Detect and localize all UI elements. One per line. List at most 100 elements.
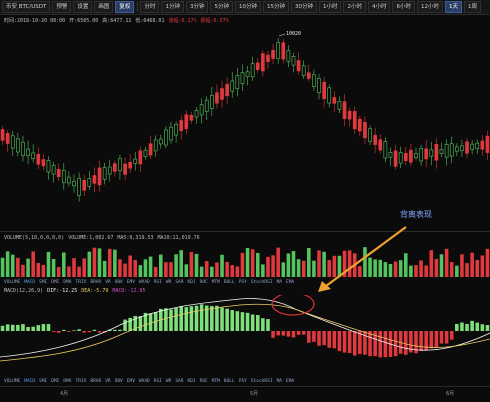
candle-body <box>245 71 250 77</box>
indicator-tab[interactable]: TRIX <box>75 279 87 285</box>
macd-bar <box>87 331 92 333</box>
indicator-tab[interactable]: DMA <box>63 378 72 384</box>
axis-divider <box>0 386 490 387</box>
candle-body <box>276 42 281 59</box>
candle-body <box>118 158 122 171</box>
period-tab[interactable]: 15分钟 <box>262 1 289 13</box>
symbol-selector[interactable]: 币安 BTC/USDT <box>2 1 51 13</box>
indicator-tab[interactable]: OBV <box>114 279 123 285</box>
volume-bar <box>138 265 143 277</box>
indicator-tab[interactable]: WVAD <box>138 279 150 285</box>
candle-body <box>296 60 301 72</box>
indicator-tab[interactable]: EMA <box>285 279 295 285</box>
alert-button[interactable]: 预警 <box>52 1 72 13</box>
indicator-tab[interactable]: DMI <box>51 378 60 384</box>
indicator-tab[interactable]: MA <box>276 279 282 285</box>
period-tab[interactable]: 4小时 <box>367 1 391 13</box>
indicator-tab[interactable]: PSY <box>238 378 247 384</box>
indicator-tab[interactable]: BOLL <box>223 378 235 384</box>
macd-bar <box>56 331 61 333</box>
macd-bar <box>470 320 474 331</box>
indicator-tab[interactable]: MTM <box>211 279 220 285</box>
indicator-tab[interactable]: ROC <box>199 378 208 384</box>
volume-bar <box>107 248 112 277</box>
indicator-tab[interactable]: KDJ <box>187 279 196 285</box>
period-tab[interactable]: 30分钟 <box>290 1 317 13</box>
period-tab[interactable]: 3分钟 <box>185 1 209 13</box>
volume-bar <box>235 266 240 277</box>
volume-bar <box>337 255 342 277</box>
macd-bar <box>230 310 235 331</box>
macd-bar <box>169 309 173 331</box>
indicator-tab[interactable]: BRAR <box>90 378 102 384</box>
macd-dif: DIF:-12.25 <box>47 287 78 294</box>
period-tab[interactable]: 6小时 <box>392 1 415 13</box>
indicator-tab[interactable]: EMV <box>126 279 135 285</box>
candle-body <box>255 62 260 70</box>
indicator-tab[interactable]: EMV <box>126 378 135 384</box>
candle-body <box>286 50 291 62</box>
period-tab[interactable]: 12小时 <box>416 1 443 13</box>
indicator-tab[interactable]: WR <box>165 378 172 384</box>
candle-body <box>449 143 454 157</box>
indicator-tab[interactable]: BRAR <box>90 279 102 285</box>
period-tab[interactable]: 2小时 <box>343 1 366 13</box>
indicator-tab[interactable]: BOLL <box>223 279 235 285</box>
indicator-tab[interactable]: ROC <box>199 279 208 285</box>
settings-button[interactable]: 设置 <box>73 1 93 13</box>
indicator-tab[interactable]: MACD <box>24 378 36 384</box>
indicator-tab[interactable]: StochRSI <box>250 378 273 384</box>
macd-bar <box>235 311 240 331</box>
macd-bar <box>148 313 153 331</box>
adjust-button[interactable]: 复权 <box>115 1 135 13</box>
indicator-tab[interactable]: RSI <box>153 279 162 285</box>
macd-bar <box>368 331 372 357</box>
period-tab[interactable]: 5分钟 <box>210 1 233 13</box>
indicator-tab[interactable]: VR <box>105 279 111 285</box>
volume-bar <box>82 258 87 277</box>
volume-bar <box>184 264 189 277</box>
indicator-tab[interactable]: OBV <box>114 378 123 384</box>
indicator-tab[interactable]: SAR <box>175 279 184 285</box>
candle-body <box>51 164 56 175</box>
indicator-tab[interactable]: DMI <box>51 279 60 285</box>
indicator-tab[interactable]: VOLUME <box>4 279 21 285</box>
period-tab[interactable]: 分时 <box>140 1 160 13</box>
indicator-tab[interactable]: SAR <box>175 378 184 384</box>
indicator-tab[interactable]: VR <box>105 378 111 384</box>
indicator-tab[interactable]: TRIX <box>75 378 87 384</box>
macd-bar <box>363 331 367 355</box>
period-tab[interactable]: 1小时 <box>318 1 342 13</box>
macd-bar <box>358 331 362 355</box>
indicator-tab[interactable]: PSY <box>238 279 247 285</box>
indicator-tab[interactable]: SMI <box>39 279 48 285</box>
macd-bar <box>266 319 270 331</box>
candle-body <box>133 158 138 164</box>
draw-button[interactable]: 画图 <box>94 1 114 13</box>
indicator-tab[interactable]: VOLUME <box>4 378 21 384</box>
period-tab[interactable]: 1周 <box>463 1 481 13</box>
indicator-tab[interactable]: SMI <box>39 378 48 384</box>
volume-bar <box>307 248 311 277</box>
volume-bar <box>301 260 306 277</box>
indicator-tab[interactable]: WVAD <box>138 378 150 384</box>
candlestick-chart[interactable]: 10020 背离表现 <box>0 26 490 230</box>
ohlc-info-bar: 时间:2018-10-20 08:00 开:6505.00 高:6477.12 … <box>0 15 490 25</box>
indicator-tab[interactable]: MA <box>276 378 282 384</box>
candle-body <box>306 72 311 79</box>
volume-bar <box>179 250 183 277</box>
indicator-tab[interactable]: EMA <box>285 378 295 384</box>
indicator-tab[interactable]: DMA <box>63 279 72 285</box>
period-tab[interactable]: 1天 <box>444 1 462 13</box>
macd-bar <box>92 329 97 331</box>
indicator-tab[interactable]: MTM <box>211 378 220 384</box>
period-tab[interactable]: 1分钟 <box>161 1 184 13</box>
candle-body <box>174 123 178 136</box>
indicator-tab[interactable]: StochRSI <box>250 279 273 285</box>
indicator-tab[interactable]: WR <box>165 279 172 285</box>
indicator-tab[interactable]: KDJ <box>187 378 196 384</box>
volume-ma10: MA10:11,019.76 <box>157 234 200 241</box>
period-tab[interactable]: 10分钟 <box>234 1 261 13</box>
indicator-tab[interactable]: RSI <box>153 378 162 384</box>
indicator-tab[interactable]: MACD <box>24 279 36 285</box>
